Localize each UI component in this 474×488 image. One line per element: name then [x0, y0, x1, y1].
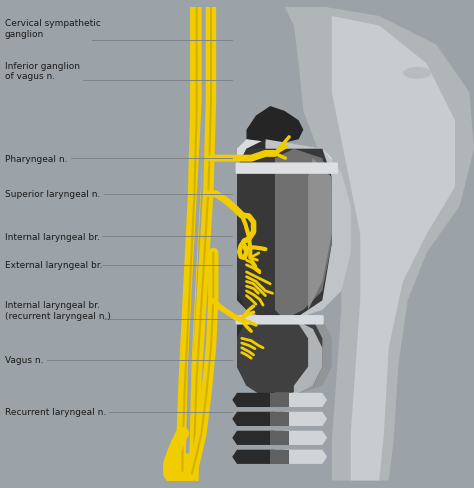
Text: Internal laryngeal br.
(recurrent laryngeal n.): Internal laryngeal br. (recurrent laryng… — [5, 301, 110, 320]
Polygon shape — [237, 149, 332, 320]
Polygon shape — [237, 140, 332, 173]
Polygon shape — [237, 140, 265, 310]
Polygon shape — [270, 431, 289, 445]
Polygon shape — [237, 320, 322, 395]
Polygon shape — [270, 450, 289, 464]
FancyBboxPatch shape — [236, 315, 324, 325]
Text: Pharyngeal n.: Pharyngeal n. — [5, 154, 67, 163]
Polygon shape — [232, 393, 284, 407]
Polygon shape — [265, 140, 351, 320]
Polygon shape — [308, 159, 332, 310]
Ellipse shape — [403, 68, 431, 80]
Polygon shape — [275, 393, 327, 407]
Text: Cervical sympathetic
ganglion: Cervical sympathetic ganglion — [5, 19, 100, 39]
Polygon shape — [232, 450, 284, 464]
Polygon shape — [232, 412, 284, 426]
FancyBboxPatch shape — [236, 163, 338, 175]
Text: External laryngeal br.: External laryngeal br. — [5, 261, 102, 270]
Polygon shape — [237, 320, 332, 395]
Text: Vagus n.: Vagus n. — [5, 355, 43, 365]
Polygon shape — [275, 431, 327, 445]
Polygon shape — [275, 149, 332, 320]
Polygon shape — [294, 320, 322, 395]
Polygon shape — [275, 450, 327, 464]
Polygon shape — [232, 431, 284, 445]
Polygon shape — [275, 412, 327, 426]
Polygon shape — [270, 393, 289, 407]
Polygon shape — [246, 107, 303, 144]
Polygon shape — [270, 412, 289, 426]
Text: Recurrent laryngeal n.: Recurrent laryngeal n. — [5, 407, 106, 416]
Polygon shape — [275, 7, 474, 481]
Text: Inferior ganglion
of vagus n.: Inferior ganglion of vagus n. — [5, 61, 80, 81]
Polygon shape — [332, 17, 455, 481]
Text: Superior laryngeal n.: Superior laryngeal n. — [5, 190, 100, 199]
Polygon shape — [237, 320, 275, 395]
Text: Internal laryngeal br.: Internal laryngeal br. — [5, 232, 100, 242]
